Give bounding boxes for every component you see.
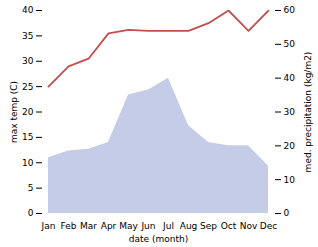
svg-text:40: 40: [22, 5, 34, 15]
svg-text:10: 10: [284, 175, 296, 185]
svg-text:0: 0: [284, 208, 290, 218]
svg-text:Jul: Jul: [162, 221, 174, 231]
svg-text:50: 50: [284, 39, 296, 49]
svg-text:date (month): date (month): [129, 234, 188, 244]
svg-text:Aug: Aug: [180, 221, 198, 231]
svg-text:15: 15: [22, 132, 33, 142]
svg-text:Jun: Jun: [140, 221, 155, 231]
svg-text:Nov: Nov: [240, 221, 258, 231]
svg-text:60: 60: [284, 5, 296, 15]
svg-text:5: 5: [28, 183, 34, 193]
svg-text:med. precipitation (kg/m2): med. precipitation (kg/m2): [303, 52, 313, 173]
svg-text:Jan: Jan: [41, 221, 56, 231]
svg-text:Apr: Apr: [101, 221, 117, 231]
svg-text:max temp (C): max temp (C): [9, 81, 19, 143]
svg-text:Feb: Feb: [61, 221, 77, 231]
svg-text:20: 20: [284, 141, 296, 151]
svg-text:Sep: Sep: [200, 221, 217, 231]
svg-text:35: 35: [22, 31, 33, 41]
svg-text:30: 30: [284, 107, 296, 117]
svg-text:0: 0: [28, 208, 34, 218]
svg-text:Mar: Mar: [80, 221, 97, 231]
svg-text:May: May: [119, 221, 138, 231]
svg-text:20: 20: [22, 107, 34, 117]
svg-text:25: 25: [22, 82, 33, 92]
svg-text:10: 10: [22, 158, 34, 168]
svg-text:Oct: Oct: [221, 221, 237, 231]
svg-text:40: 40: [284, 73, 296, 83]
svg-text:30: 30: [22, 56, 34, 66]
svg-text:Dec: Dec: [260, 221, 277, 231]
